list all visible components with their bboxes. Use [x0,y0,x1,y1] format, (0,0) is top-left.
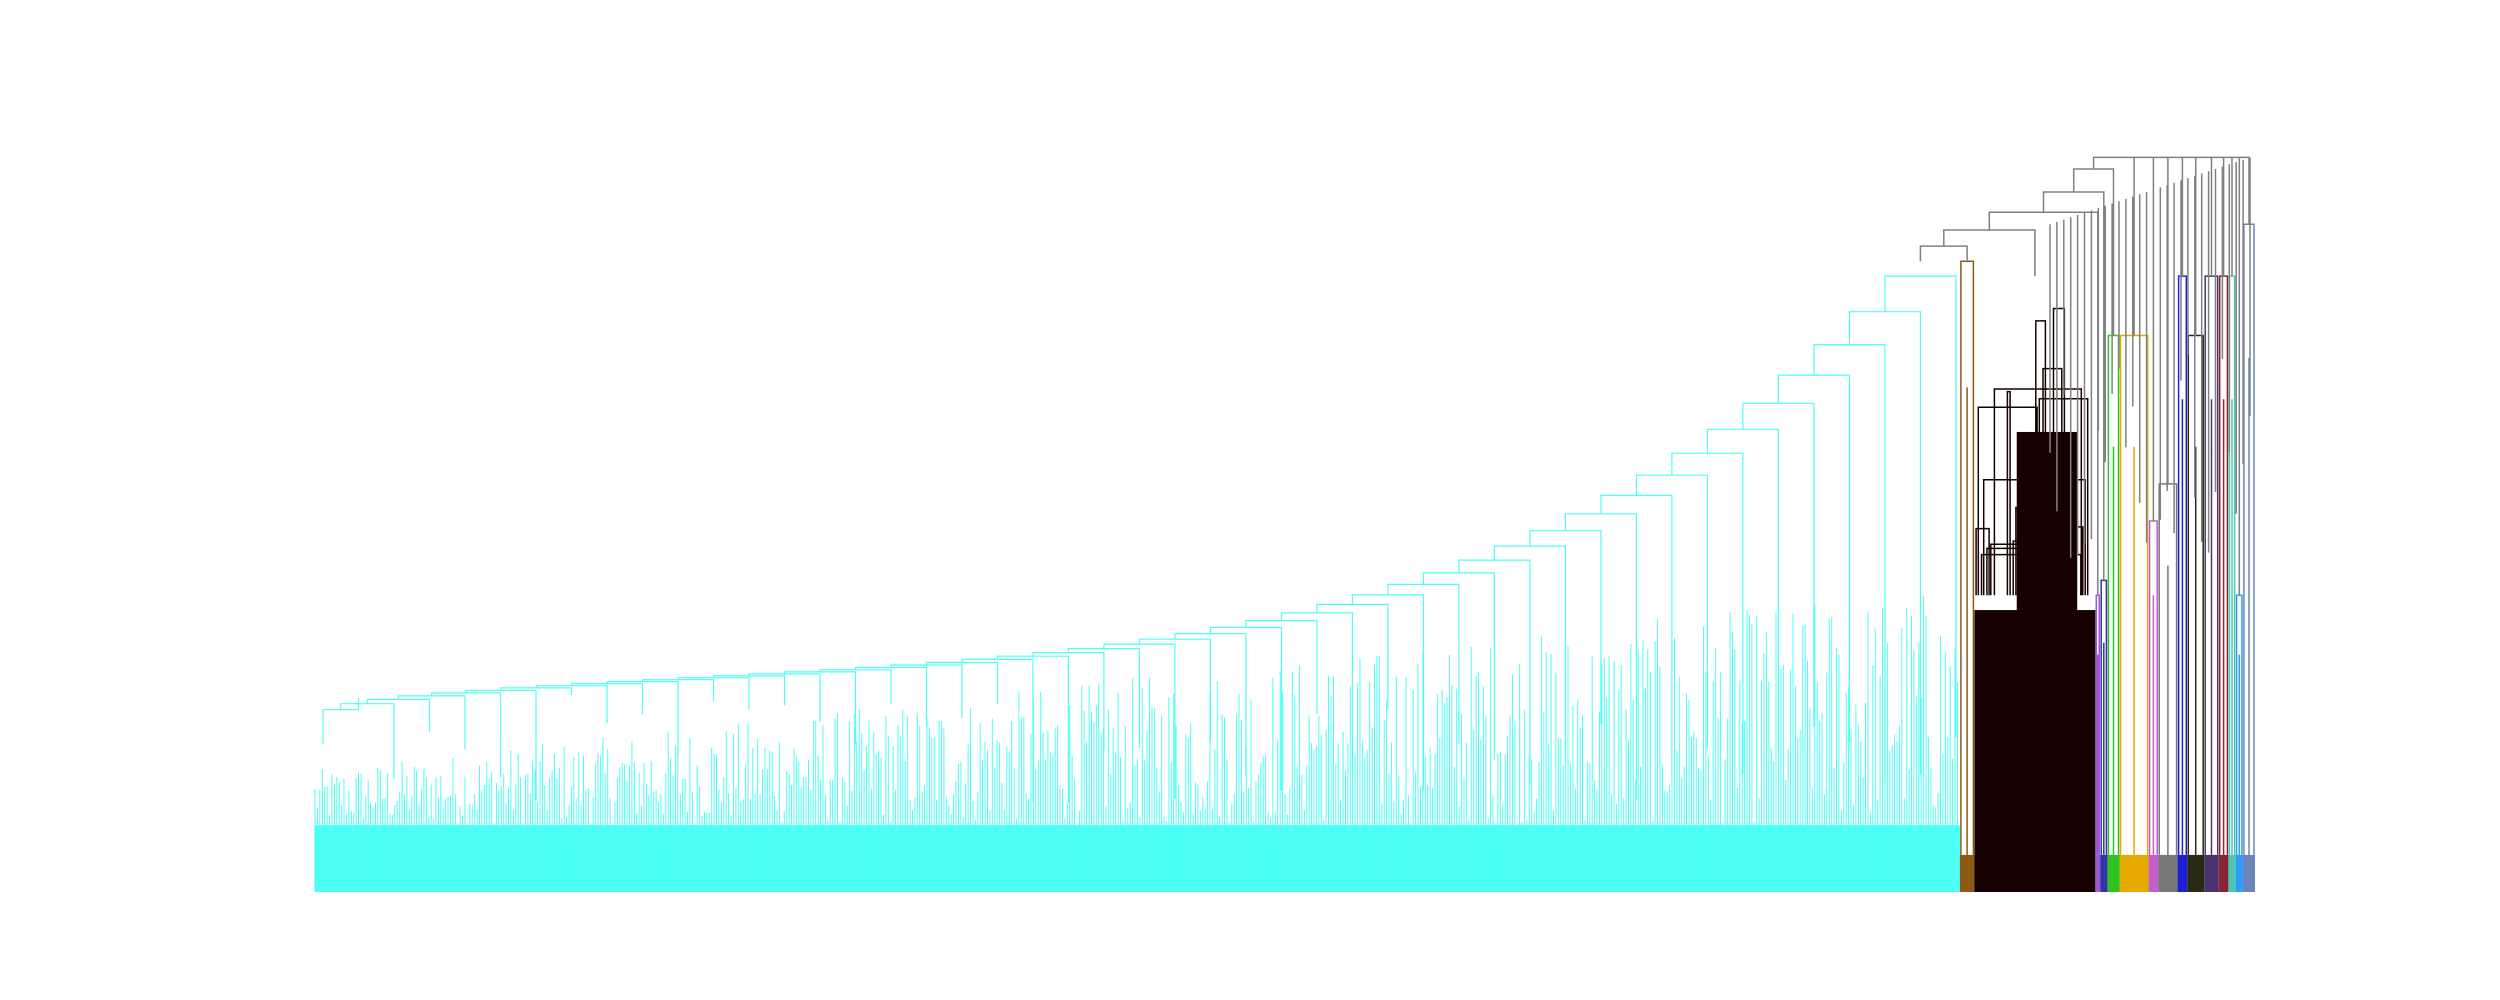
clusters-layer [314,223,2255,892]
merge-links [2107,334,2120,855]
cluster-12 [2204,275,2219,892]
merge-links [2119,334,2149,855]
cluster-13 [2218,275,2229,892]
cluster-15 [2235,594,2243,892]
merge-links [2100,579,2108,855]
merge-links [2228,275,2236,855]
leaf-band [2218,854,2229,892]
leaf-band [1959,854,1975,892]
leaf-band [2235,854,2243,892]
cluster-11 [2187,334,2205,892]
leaf-band [2204,854,2219,892]
leaf-band [2228,854,2236,892]
merge-links [2235,594,2243,855]
merge-links [1960,260,1975,855]
cluster-6 [2107,334,2120,892]
leaf-links [314,596,1958,892]
merge-links [2177,275,2188,855]
leaf-band [2158,854,2178,892]
leaf-band [2187,854,2205,892]
merge-links [2218,275,2229,855]
merge-links [2148,520,2158,855]
cluster-8 [2148,520,2159,892]
cluster-16 [2242,223,2255,892]
leaf-band [2148,854,2159,892]
merge-links [2158,483,2178,855]
cluster-9 [2158,483,2178,892]
leaf-band [2119,854,2149,892]
cluster-3 [1974,307,2096,892]
leaf-band [2242,854,2255,892]
merge-links [2243,223,2255,855]
cluster-5 [2100,579,2108,892]
leaf-band [2095,854,2101,892]
above-threshold-links [1919,156,2251,596]
cluster-4 [2095,594,2101,892]
cluster-1 [314,275,1960,892]
merge-links [322,275,1957,803]
leaf-band [2177,854,2188,892]
cluster-2 [1959,260,1975,892]
leaf-band [2100,854,2108,892]
above-threshold-path [1919,156,2251,596]
cluster-10 [2177,275,2188,892]
leaf-band [2107,854,2120,892]
merge-links [2095,594,2100,855]
cluster-7 [2119,334,2149,892]
